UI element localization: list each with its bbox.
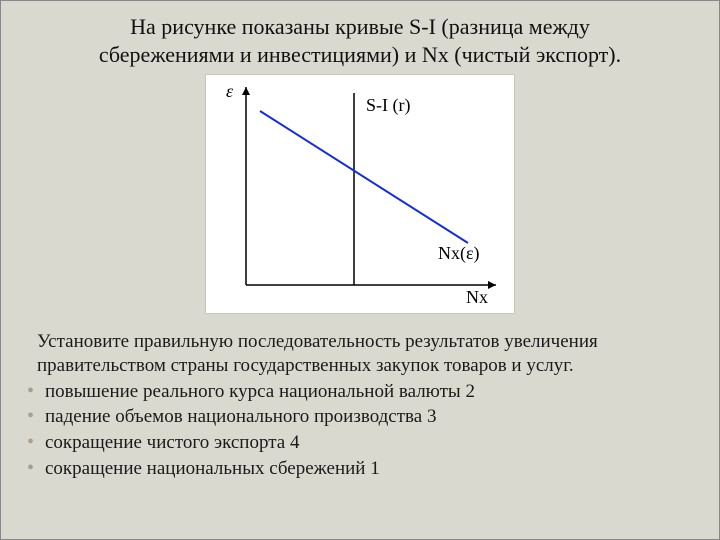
slide-container: На рисунке показаны кривые S-I (разница … [1,1,719,539]
y-axis-label: ε [226,81,233,102]
list-item: падение объемов национального производст… [25,405,695,429]
body-text: Установите правильную последовательность… [25,330,695,483]
intro-text: Установите правильную последовательность… [37,330,695,378]
bullet-text: сокращение национальных сбережений 1 [45,458,380,479]
title-line-1: На рисунке показаны кривые S-I (разница … [130,14,590,39]
chart-area: ε Nx S-I (r) Nx(ε) [205,74,515,314]
bullet-text: повышение реального курса национальной в… [45,381,475,402]
slide-title: На рисунке показаны кривые S-I (разница … [25,13,695,68]
list-item: сокращение национальных сбережений 1 [25,457,695,481]
list-item: повышение реального курса национальной в… [25,380,695,404]
nx-curve-label: Nx(ε) [438,243,480,264]
bullet-list: повышение реального курса национальной в… [25,380,695,481]
si-curve-label: S-I (r) [366,95,410,116]
title-line-2: сбережениями и инвестициями) и Nx (чисты… [99,42,621,67]
chart-svg [206,75,516,315]
bullet-text: падение объемов национального производст… [45,406,436,427]
bullet-text: сокращение чистого экспорта 4 [45,432,299,453]
x-axis-label: Nx [466,287,488,308]
list-item: сокращение чистого экспорта 4 [25,431,695,455]
